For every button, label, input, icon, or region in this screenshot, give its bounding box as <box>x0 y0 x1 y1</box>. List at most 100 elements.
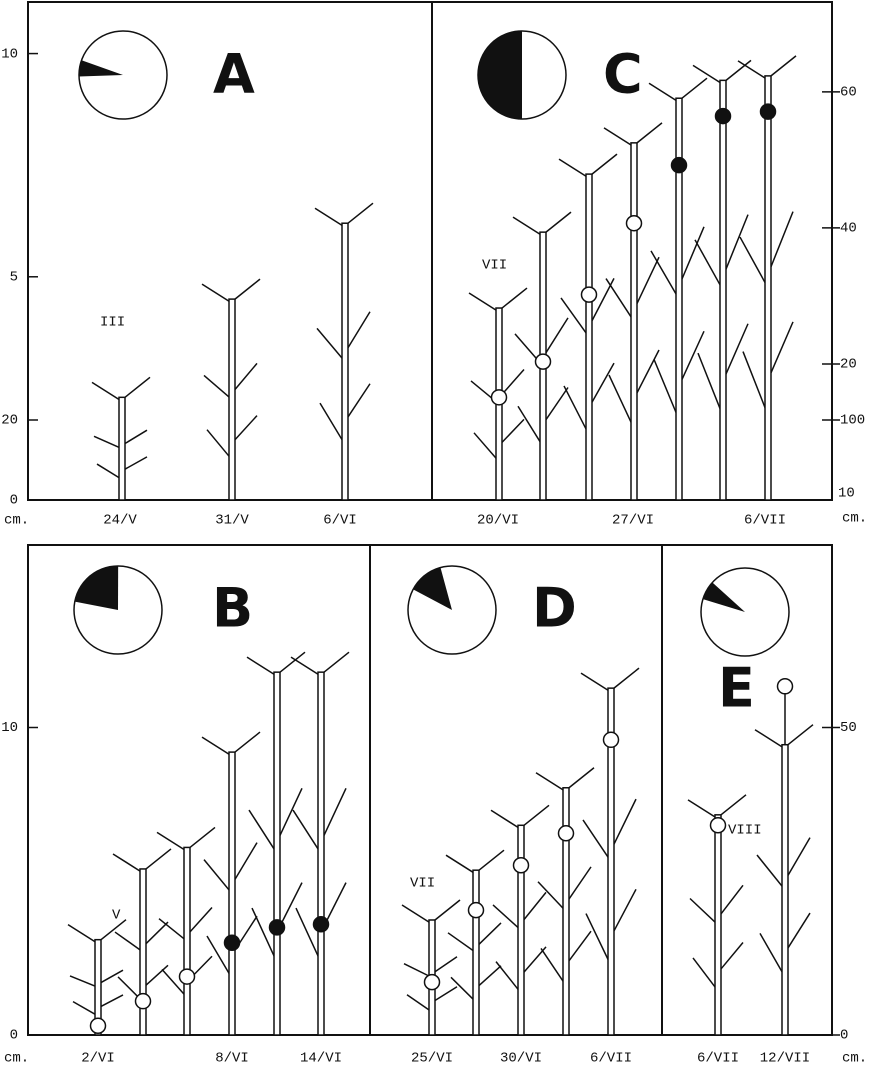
bud <box>492 390 507 405</box>
branch <box>614 799 636 844</box>
stage-label: VIII <box>728 823 762 839</box>
stem <box>765 76 771 500</box>
branch <box>235 363 257 389</box>
branch <box>502 288 527 308</box>
stem <box>140 869 146 1035</box>
stem <box>318 672 324 1035</box>
branch <box>94 436 122 448</box>
stem <box>720 80 726 500</box>
bud <box>225 935 240 950</box>
branch <box>113 854 143 873</box>
stage-label: III <box>100 315 125 331</box>
bud <box>536 354 551 369</box>
x-tick-label: 20/VI <box>477 513 519 529</box>
branch <box>569 931 591 961</box>
stem <box>586 174 592 500</box>
x-tick-label: 6/VII <box>590 1051 632 1067</box>
branch <box>581 673 611 692</box>
branch <box>721 795 746 815</box>
bud <box>711 818 726 833</box>
branch <box>726 215 748 270</box>
branch <box>637 257 659 303</box>
branch <box>513 217 543 236</box>
bud <box>778 679 793 694</box>
branch <box>688 800 718 819</box>
branch <box>561 298 589 337</box>
branch <box>101 970 123 982</box>
branch <box>446 855 476 874</box>
branch <box>614 668 639 688</box>
y-tick-label: 10 <box>838 486 855 502</box>
page: cm. cm. cm. cm. 10 051020406001020050100… <box>0 0 874 1072</box>
branch <box>479 850 504 870</box>
x-tick-label: 6/VI <box>323 513 357 529</box>
branch <box>125 377 150 397</box>
bud <box>469 903 484 918</box>
branch <box>249 810 277 854</box>
stem <box>715 815 721 1035</box>
branch <box>569 867 591 899</box>
branch <box>695 240 723 290</box>
branch <box>235 732 260 752</box>
stem <box>342 223 348 500</box>
branch <box>693 65 723 84</box>
x-tick-label: 30/VI <box>500 1051 542 1067</box>
stem <box>518 825 524 1035</box>
y-tick-label: 100 <box>840 413 865 429</box>
x-tick-label: 24/V <box>103 513 137 529</box>
branch <box>682 78 707 98</box>
bud <box>136 994 151 1009</box>
branch <box>524 805 549 825</box>
y-tick-label: 40 <box>840 221 857 237</box>
branch <box>115 932 143 952</box>
branch <box>637 350 659 393</box>
stem <box>473 870 479 1035</box>
panel-letter: B <box>212 577 253 640</box>
branch <box>348 384 370 417</box>
panel-letter: E <box>718 657 755 720</box>
y-tick-label: 0 <box>10 493 18 509</box>
branch <box>448 933 476 953</box>
bud <box>270 920 285 935</box>
bud <box>314 917 329 932</box>
branch <box>157 832 187 851</box>
stem <box>782 745 788 1035</box>
branch <box>546 212 571 232</box>
y-tick-label: 60 <box>840 85 857 101</box>
branch <box>204 860 232 894</box>
branch <box>651 251 679 299</box>
stem <box>229 299 235 500</box>
unit-label: cm. <box>4 513 29 529</box>
stem <box>229 752 235 1035</box>
bud <box>627 216 642 231</box>
y-tick-label: 10 <box>1 46 18 62</box>
branch <box>755 730 785 749</box>
branch <box>204 375 232 399</box>
branch <box>771 212 793 267</box>
branch <box>771 322 793 373</box>
branch <box>235 279 260 299</box>
branch <box>788 913 810 948</box>
branch <box>592 363 614 402</box>
x-tick-label: 27/VI <box>612 513 654 529</box>
branch <box>491 810 521 829</box>
branch <box>291 657 321 676</box>
branch <box>726 324 748 374</box>
branch <box>146 849 171 869</box>
branch <box>771 56 796 76</box>
branch <box>637 123 662 143</box>
branch <box>606 279 634 322</box>
branch <box>247 657 277 676</box>
stage-label: VII <box>410 876 435 892</box>
bud <box>761 104 776 119</box>
branch <box>280 883 302 927</box>
y-tick-label: 10 <box>1 720 18 736</box>
branch <box>583 820 611 862</box>
branch <box>604 128 634 147</box>
branch <box>435 957 457 972</box>
branch <box>70 976 98 987</box>
bud <box>180 969 195 984</box>
branch <box>649 83 679 102</box>
branch <box>435 900 460 920</box>
branch <box>68 925 98 944</box>
